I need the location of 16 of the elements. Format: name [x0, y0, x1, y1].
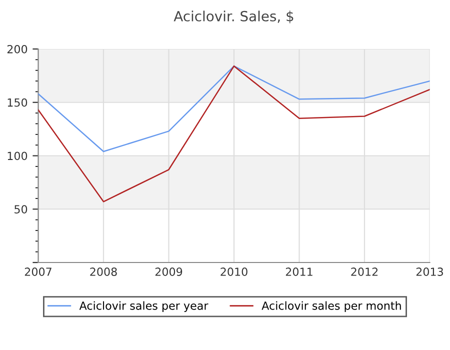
- x-tick-label: 2011: [286, 268, 312, 276]
- y-tick-label: 150: [8, 98, 28, 107]
- x-tick-label: 2012: [351, 268, 378, 276]
- legend-label: Aciclovir sales per year: [79, 301, 208, 312]
- y-tick-label: 50: [14, 205, 28, 214]
- x-tick-label: 2009: [155, 268, 182, 276]
- chart-title: Aciclovir. Sales, $: [174, 10, 294, 24]
- y-tick-label: 200: [7, 44, 28, 54]
- x-tick-label: 2013: [416, 268, 443, 276]
- legend-label: Aciclovir sales per month: [262, 301, 401, 312]
- x-tick-label: 2010: [220, 268, 248, 276]
- line-series: [38, 65, 430, 202]
- y-tick-label: 100: [8, 152, 28, 160]
- line-series: [38, 65, 430, 152]
- x-tick-label: 2008: [90, 268, 117, 276]
- x-tick-label: 2007: [24, 268, 52, 276]
